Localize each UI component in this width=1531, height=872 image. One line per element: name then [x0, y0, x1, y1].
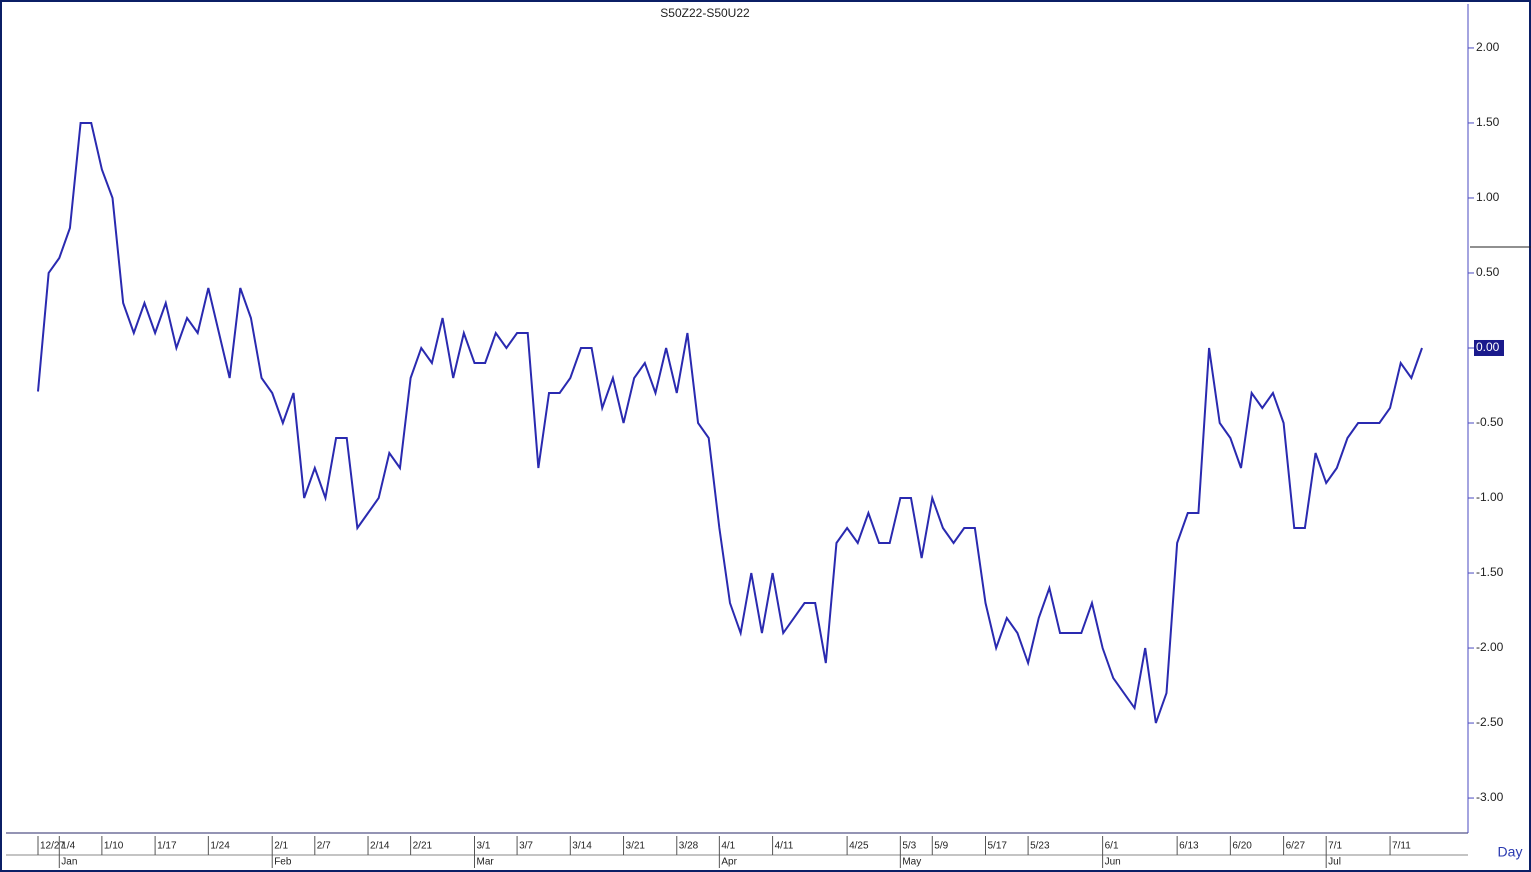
y-tick-label: -2.00 — [1476, 640, 1504, 654]
x-tick-label: 2/7 — [317, 841, 331, 852]
x-tick-label: 4/1 — [721, 841, 735, 852]
x-tick-label: 3/7 — [519, 841, 533, 852]
y-tick-label: -1.00 — [1476, 490, 1504, 504]
last-value-box — [1474, 339, 1504, 356]
x-tick-label: 7/1 — [1328, 841, 1342, 852]
x-tick-label: 2/1 — [274, 841, 288, 852]
line-series — [37, 121, 1423, 724]
x-tick-label: 6/1 — [1105, 841, 1119, 852]
x-tick-label: 1/10 — [104, 841, 124, 852]
x-tick-label: 2/21 — [413, 841, 433, 852]
x-tick-label: 1/24 — [210, 841, 230, 852]
x-tick-label: 5/23 — [1030, 841, 1050, 852]
month-label: May — [902, 857, 921, 868]
x-tick-label: 5/3 — [902, 841, 916, 852]
month-label: Jul — [1328, 857, 1341, 868]
x-tick-label: 4/25 — [849, 841, 869, 852]
y-tick-label: 0.00 — [1476, 340, 1500, 354]
x-tick-label: 1/17 — [157, 841, 177, 852]
y-tick-label: -3.00 — [1476, 790, 1504, 804]
x-tick-label: 2/14 — [370, 841, 390, 852]
x-tick-label: 3/1 — [476, 841, 490, 852]
month-label: Feb — [274, 857, 292, 868]
x-tick-label: 7/11 — [1392, 841, 1411, 852]
y-tick-label: 1.50 — [1476, 115, 1500, 129]
period-label: Day — [1498, 844, 1523, 860]
month-label: Jun — [1105, 857, 1121, 868]
x-tick-label: 1/4 — [61, 841, 75, 852]
y-tick-label: 0.50 — [1476, 265, 1500, 279]
y-tick-label: -0.50 — [1476, 415, 1504, 429]
x-tick-label: 5/9 — [934, 841, 948, 852]
x-tick-label: 4/11 — [775, 841, 794, 852]
y-tick-label: -2.50 — [1476, 715, 1504, 729]
chart-title: S50Z22-S50U22 — [660, 6, 750, 20]
x-tick-label: 3/14 — [572, 841, 592, 852]
month-label: Apr — [721, 857, 737, 868]
y-tick-label: -1.50 — [1476, 565, 1504, 579]
y-tick-label: 2.00 — [1476, 40, 1500, 54]
x-tick-label: 6/20 — [1232, 841, 1252, 852]
x-tick-label: 6/13 — [1179, 841, 1199, 852]
x-tick-label: 3/21 — [626, 841, 646, 852]
x-tick-label: 3/28 — [679, 841, 699, 852]
x-tick-label: 5/17 — [988, 841, 1008, 852]
x-tick-label: 6/27 — [1286, 841, 1306, 852]
y-tick-label: 1.00 — [1476, 190, 1500, 204]
month-label: Jan — [61, 857, 77, 868]
x-tick-label: 12/27 — [40, 841, 65, 852]
month-label: Mar — [476, 857, 494, 868]
